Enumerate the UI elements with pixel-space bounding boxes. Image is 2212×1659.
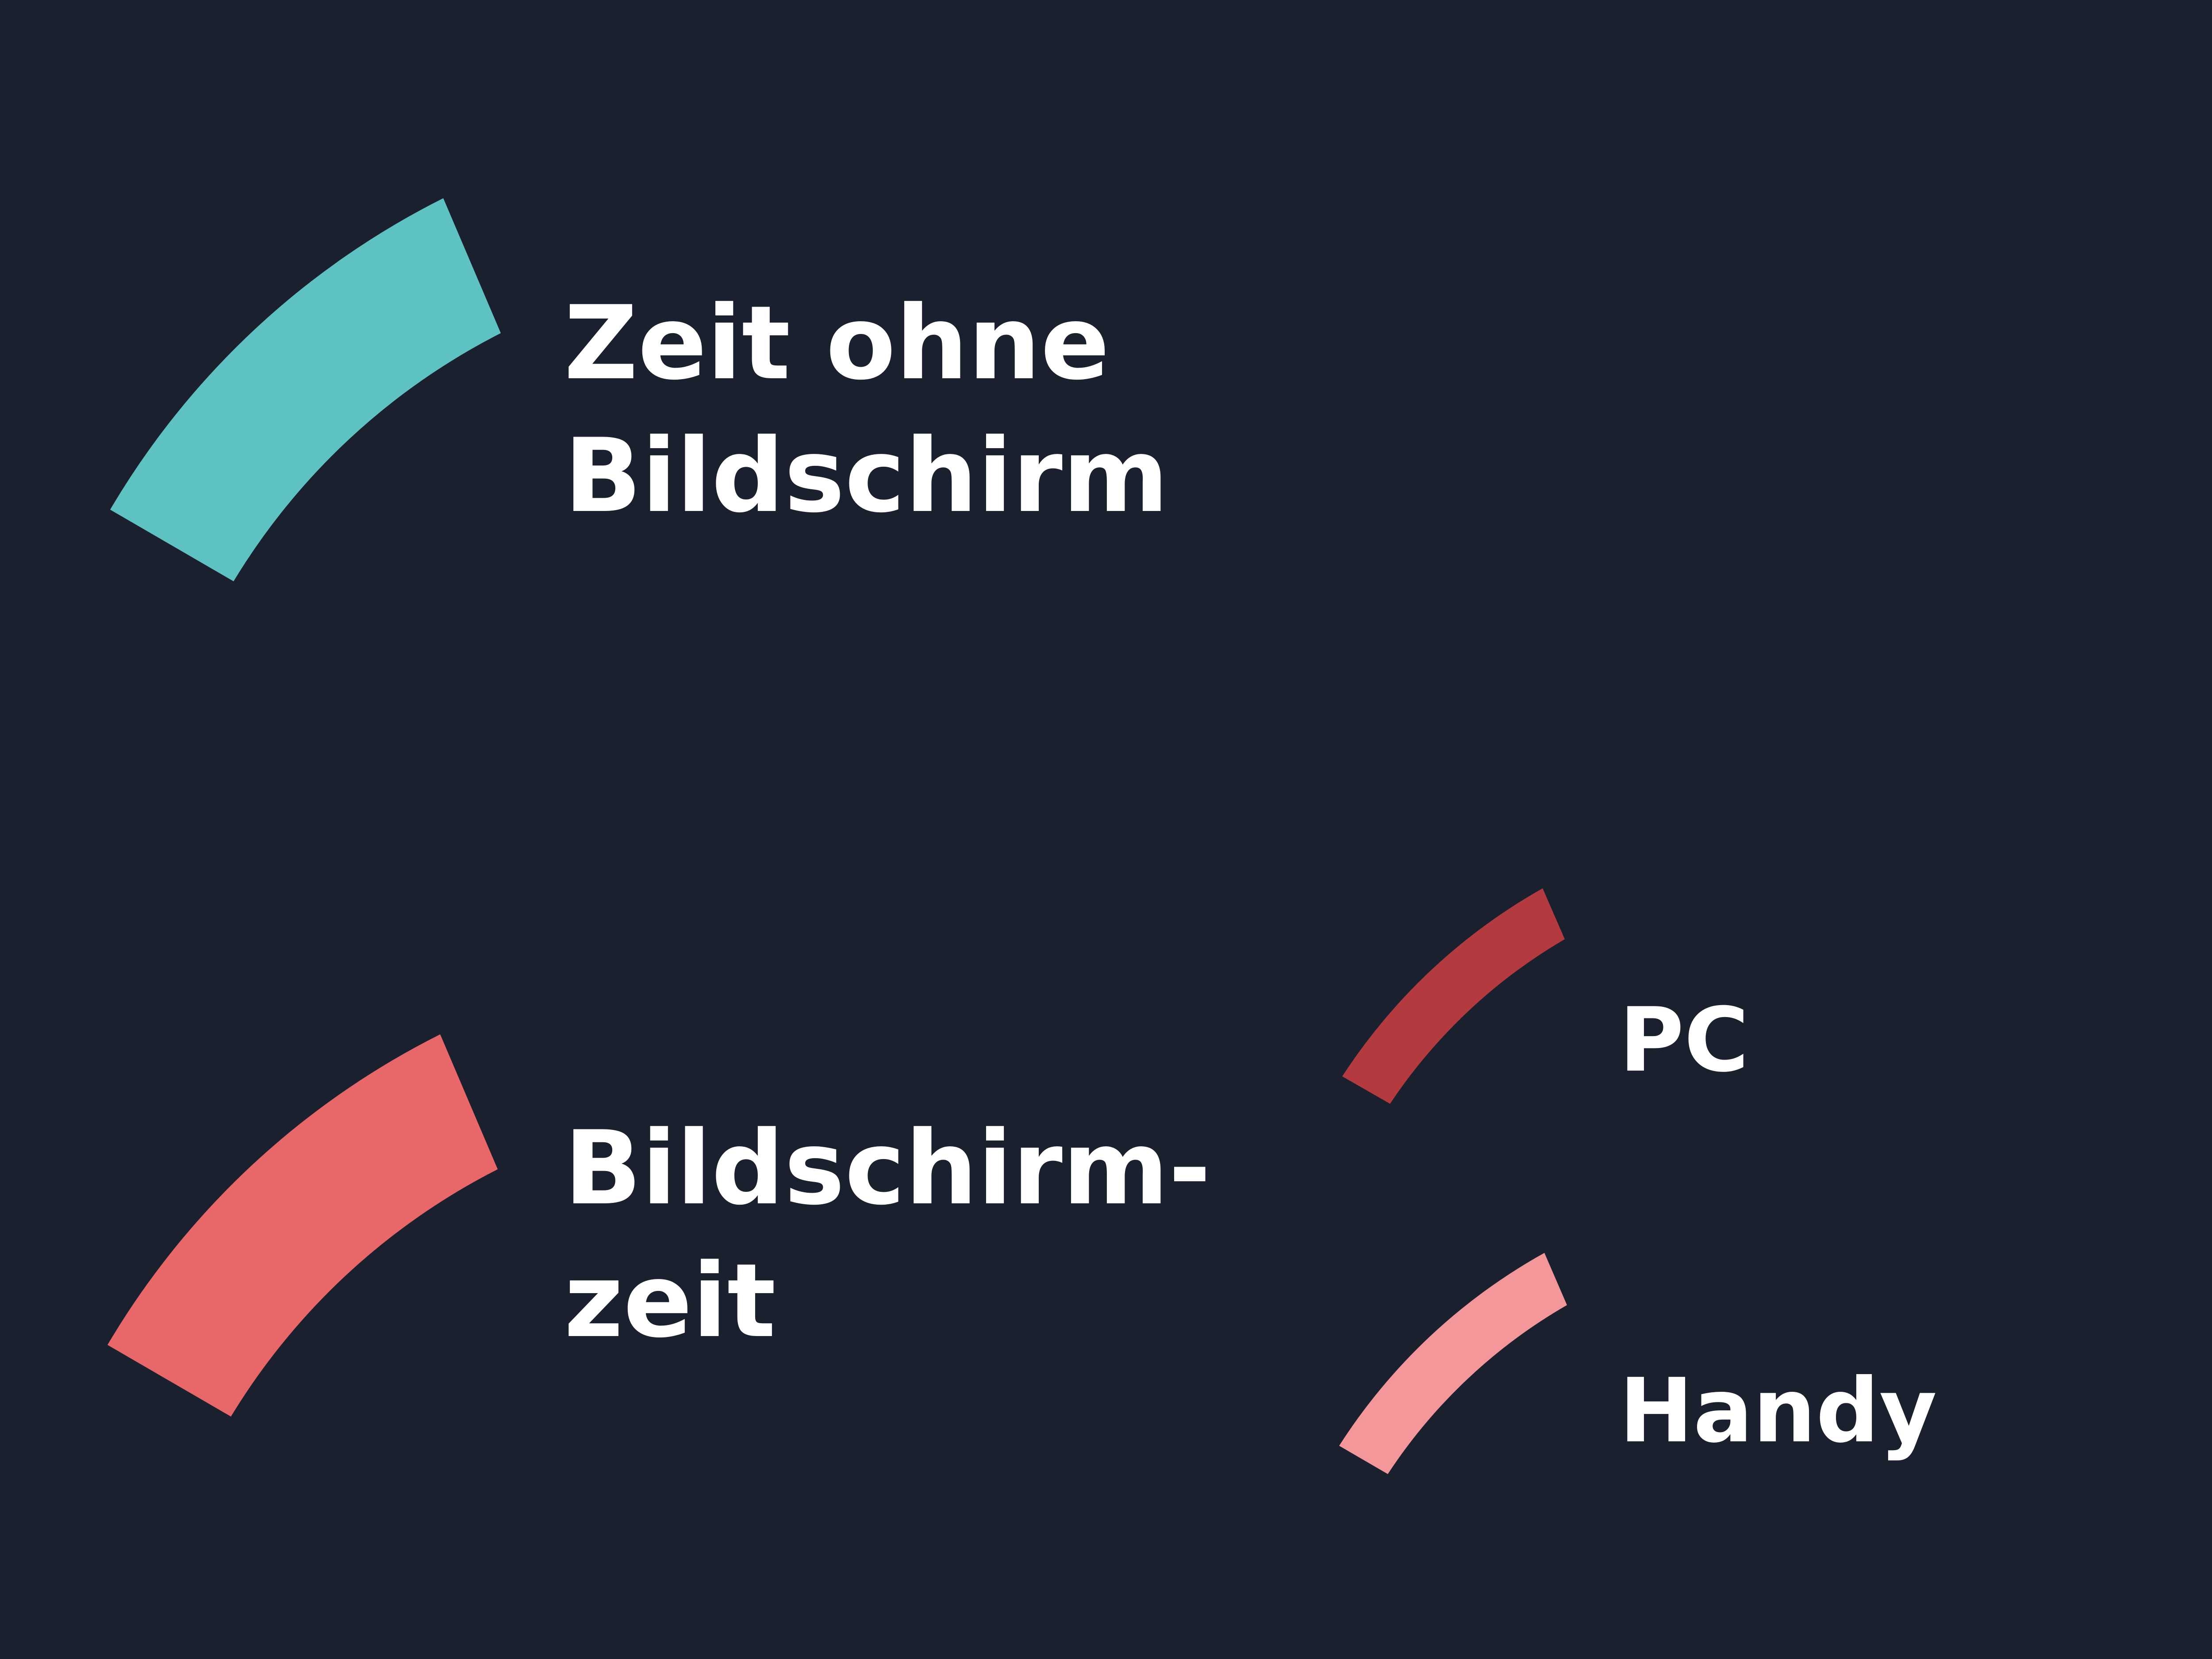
legend-label-screen-line2: zeit: [564, 1242, 776, 1360]
legend-item-pc: PC: [1342, 888, 1749, 1104]
legend-label-pc: PC: [1619, 989, 1749, 1092]
legend-swatch-offscreen: [110, 198, 501, 581]
legend-label-offscreen-line2: Bildschirm: [564, 417, 1169, 535]
legend-label-handy: Handy: [1619, 1359, 1937, 1463]
legend-item-offscreen: Zeit ohne Bildschirm: [110, 198, 1169, 581]
legend-label-screen-line1: Bildschirm-: [564, 1110, 1211, 1228]
legend-item-handy: Handy: [1339, 1253, 1937, 1474]
legend-item-screen: Bildschirm- zeit: [108, 1034, 1211, 1417]
legend-swatch-handy: [1339, 1253, 1567, 1474]
legend-swatch-screen: [108, 1034, 498, 1417]
legend-swatch-pc: [1342, 888, 1565, 1104]
legend-label-offscreen-line1: Zeit ohne: [564, 284, 1110, 403]
